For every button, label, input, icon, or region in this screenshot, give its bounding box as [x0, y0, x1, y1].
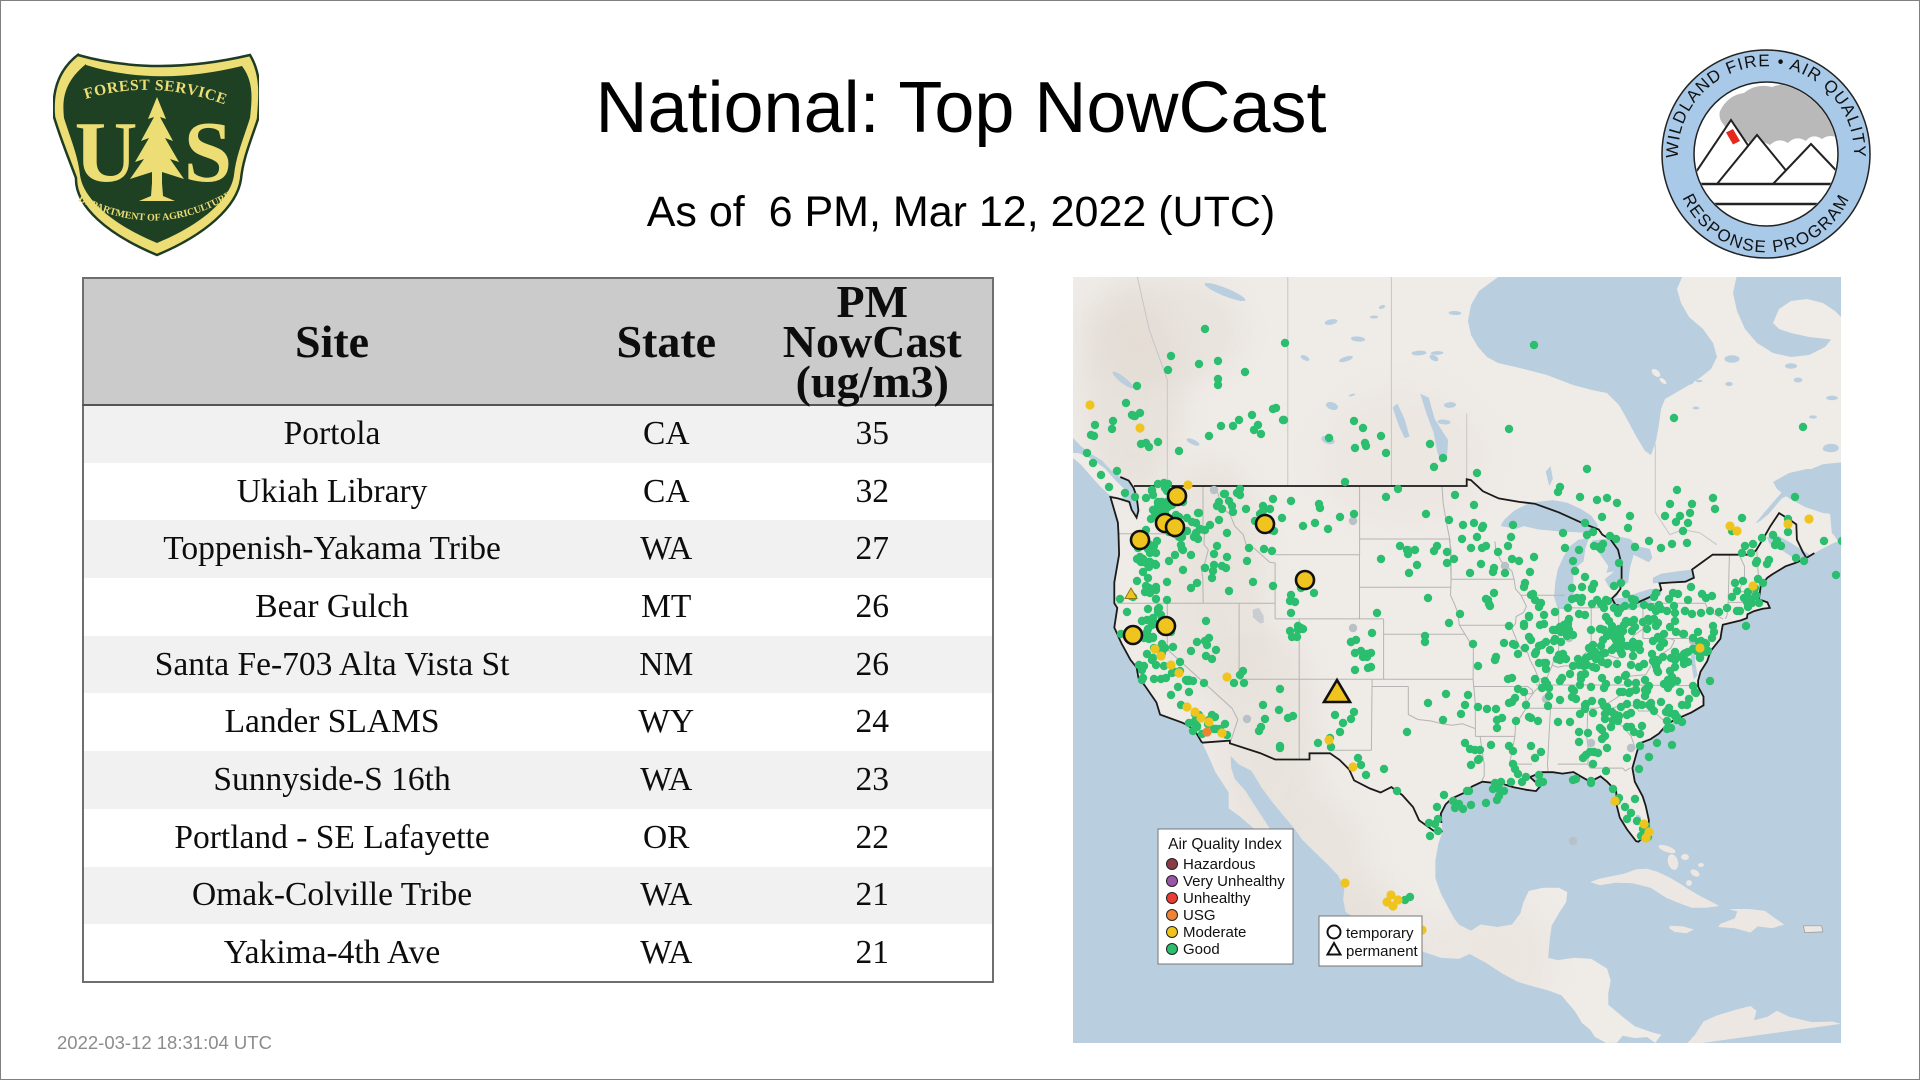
svg-text:Hazardous: Hazardous — [1183, 856, 1256, 873]
svg-text:USG: USG — [1183, 907, 1216, 924]
svg-text:permanent: permanent — [1346, 943, 1419, 960]
svg-text:Air Quality Index: Air Quality Index — [1168, 836, 1282, 853]
svg-text:temporary: temporary — [1346, 925, 1414, 942]
svg-text:Moderate: Moderate — [1183, 924, 1246, 941]
svg-text:Unhealthy: Unhealthy — [1183, 890, 1251, 907]
svg-text:Good: Good — [1183, 941, 1220, 958]
svg-text:S: S — [184, 103, 232, 200]
svg-text:U: U — [75, 103, 138, 200]
svg-text:Very Unhealthy: Very Unhealthy — [1183, 873, 1285, 890]
